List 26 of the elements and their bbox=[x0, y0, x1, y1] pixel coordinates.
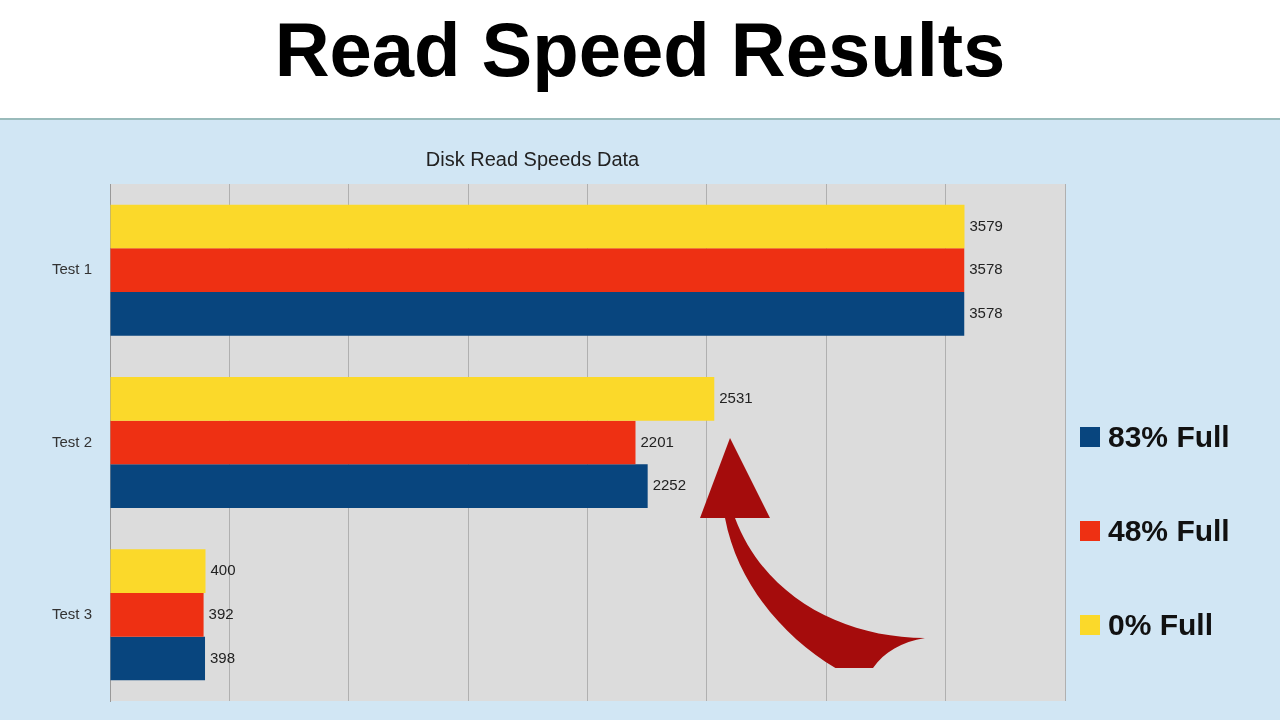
data-label: 2201 bbox=[640, 432, 674, 450]
bar bbox=[110, 377, 715, 421]
data-label: 2531 bbox=[719, 388, 753, 406]
data-label: 392 bbox=[208, 604, 234, 622]
data-label: 3579 bbox=[969, 216, 1003, 234]
y-tick-label: Test 2 bbox=[51, 432, 92, 450]
chart-subtitle: Disk Read Speeds Data bbox=[425, 147, 641, 170]
legend-label: 0% Full bbox=[1108, 608, 1214, 642]
bar bbox=[110, 204, 965, 249]
data-label: 3578 bbox=[969, 303, 1003, 321]
legend-label: 83% Full bbox=[1108, 420, 1230, 454]
bar bbox=[110, 292, 965, 336]
legend-label: 48% Full bbox=[1108, 514, 1230, 548]
y-tick-label: Test 1 bbox=[51, 260, 92, 278]
bar bbox=[110, 549, 206, 593]
bar bbox=[110, 636, 206, 681]
data-label: 400 bbox=[210, 561, 236, 579]
bar bbox=[110, 464, 648, 508]
data-label: 398 bbox=[210, 648, 236, 666]
data-label: 3578 bbox=[969, 260, 1003, 278]
bar bbox=[110, 420, 636, 465]
chart-title: Read Speed Results bbox=[273, 6, 1007, 94]
bar bbox=[110, 593, 204, 637]
bar bbox=[110, 248, 965, 292]
y-tick-label: Test 3 bbox=[51, 604, 92, 622]
data-label: 2252 bbox=[652, 476, 687, 494]
